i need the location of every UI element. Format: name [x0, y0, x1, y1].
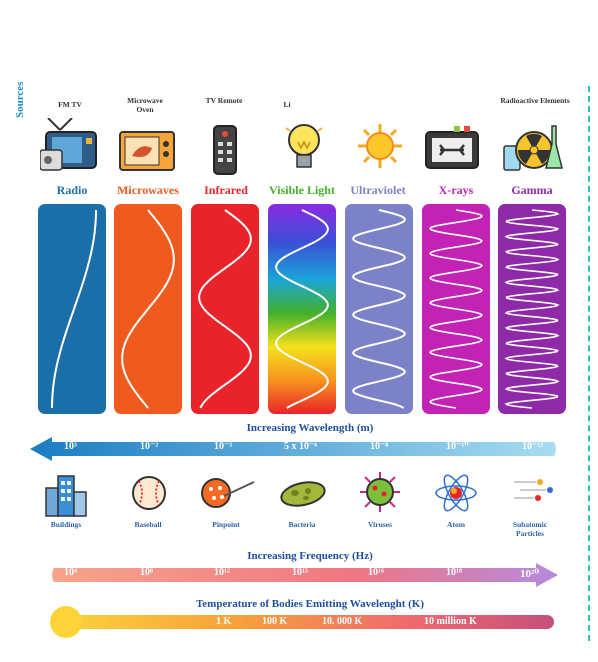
- frequency-arrow: [52, 563, 558, 587]
- object-label-viruses: Viruses: [368, 520, 392, 529]
- tv-remote-icon: [213, 125, 237, 175]
- wave-panel-ultraviolet: [345, 204, 413, 414]
- wavelength-arrow: [30, 437, 556, 461]
- microwave-oven-icon: [119, 131, 175, 171]
- frequency-tick-1: 10⁴: [64, 567, 77, 578]
- wave-panels: [38, 204, 566, 414]
- wavelength-tick-2: 10⁻²: [140, 441, 159, 452]
- band-label-ultraviolet: Ultraviolet: [350, 183, 406, 197]
- wavelength-tick-4: 5 x 10⁻⁶: [284, 441, 318, 452]
- wavelength-tick-3: 10⁻⁵: [214, 441, 233, 452]
- temperature-bar: [50, 606, 554, 638]
- source-label-radioactive: Radioactive Elements: [500, 96, 570, 105]
- object-label-pinpoint: Pinpoint: [212, 520, 240, 529]
- band-label-visible-light: Visible Light: [269, 183, 335, 197]
- frequency-title: Increasing Frequency (Hz): [247, 550, 373, 562]
- wave-line-microwaves: [121, 209, 175, 409]
- light-bulb-icon: [285, 124, 323, 168]
- sun-icon: [358, 124, 402, 168]
- wave-panel-radio: [38, 204, 106, 414]
- band-label-gamma: Gamma: [511, 183, 553, 197]
- wave-line-visible-light: [275, 209, 329, 409]
- pinpoint-icon: [201, 478, 255, 508]
- virus-icon: [360, 472, 400, 512]
- object-label-bacteria: Bacteria: [288, 520, 316, 529]
- wave-line-radio: [51, 210, 97, 408]
- x-ray-machine-icon: [425, 126, 479, 169]
- source-label-light: Li: [283, 100, 291, 109]
- temperature-label-3: 10. 000 K: [322, 616, 363, 627]
- temperature-label-4: 10 million K: [424, 616, 477, 627]
- frequency-tick-7: 10²⁰: [520, 568, 540, 580]
- bacteria-icon: [280, 481, 326, 507]
- band-label-microwaves: Microwaves: [117, 183, 179, 197]
- source-label-fm-tv: FM TV: [58, 100, 82, 109]
- temperature-label-2: 100 K: [262, 616, 288, 627]
- band-label-radio: Radio: [56, 183, 88, 197]
- radio-tv-icon: [40, 118, 97, 171]
- wavelength-tick-5: 10⁻⁸: [370, 441, 389, 452]
- sources-heading: Sources: [14, 81, 26, 118]
- baseball-icon: [132, 476, 166, 510]
- source-label-microwave-oven: Microwave Oven: [127, 96, 163, 114]
- wave-line-x-rays: [429, 209, 483, 409]
- frequency-tick-4: 10¹⁵: [292, 567, 308, 578]
- wave-line-gamma: [504, 209, 560, 409]
- band-label-infrared: Infrared: [204, 183, 248, 197]
- source-label-tv-remote: TV Remote: [205, 96, 243, 105]
- wavelength-tick-6: 10⁻¹⁰: [446, 441, 469, 452]
- object-label-atom: Atom: [447, 520, 465, 529]
- radioactive-icon: [503, 125, 563, 171]
- frequency-tick-3: 10¹²: [214, 567, 230, 578]
- wavelength-title: Increasing Wavelength (m): [246, 422, 374, 434]
- wavelength-tick-7: 10⁻¹²: [522, 441, 544, 452]
- wave-panel-infrared: [191, 204, 259, 414]
- temperature-label-1: 1 K: [216, 616, 232, 627]
- buildings-icon: [45, 475, 87, 517]
- wave-line-infrared: [198, 209, 252, 409]
- frequency-tick-5: 10¹⁶: [368, 567, 384, 578]
- frequency-tick-2: 10⁸: [140, 567, 153, 578]
- wavelength-tick-1: 10³: [64, 441, 77, 452]
- atom-icon: [435, 474, 477, 512]
- subatomic-particles-icon: [514, 479, 553, 501]
- object-label-subatomic-particles: Subatomic Particles: [512, 520, 548, 538]
- temperature-title: Temperature of Bodies Emitting Wavelengh…: [195, 598, 425, 610]
- frequency-tick-6: 10¹⁸: [446, 567, 462, 578]
- object-label-buildings: Buildings: [50, 520, 82, 529]
- object-label-baseball: Baseball: [134, 520, 162, 529]
- band-label-x-rays: X-rays: [438, 183, 474, 197]
- divider-line: [588, 86, 590, 641]
- wave-line-ultraviolet: [352, 209, 406, 409]
